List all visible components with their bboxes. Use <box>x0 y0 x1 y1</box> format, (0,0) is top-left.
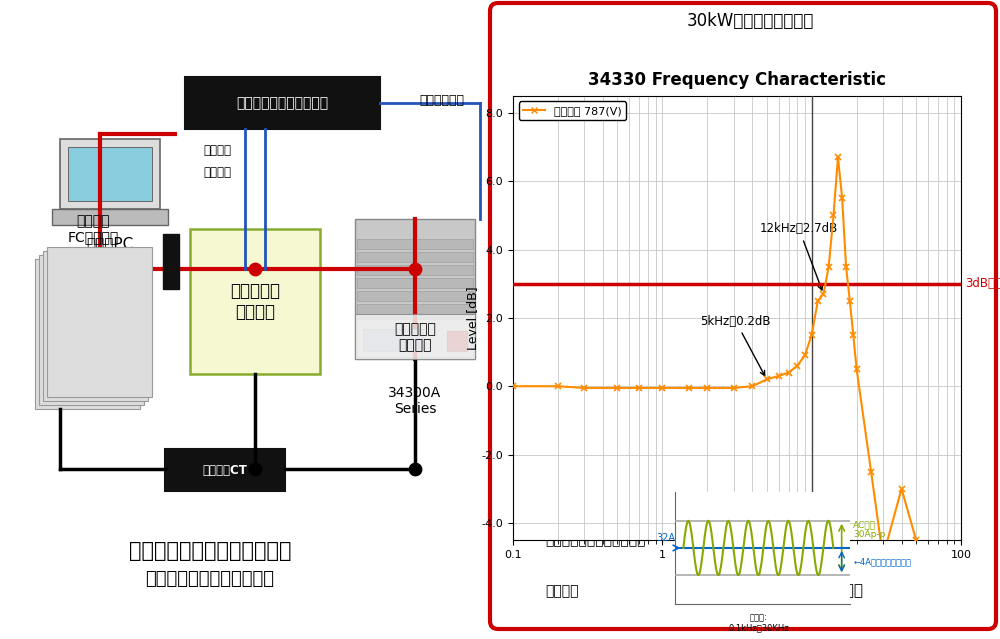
Text: ←4A（バイアス電流）: ←4A（バイアス電流） <box>853 557 911 566</box>
Bar <box>357 291 473 301</box>
Text: 電圧測定: 電圧測定 <box>203 144 231 157</box>
Bar <box>35 259 140 409</box>
Bar <box>357 265 473 275</box>
Bar <box>47 247 152 397</box>
Text: （直流・交流重畳分離型）: （直流・交流重畳分離型） <box>146 570 274 588</box>
Bar <box>68 147 152 201</box>
Y-axis label: Level [dB]: Level [dB] <box>466 286 479 350</box>
Bar <box>52 209 168 225</box>
Text: 交流重畳信号: 交流重畳信号 <box>420 95 464 107</box>
Bar <box>355 219 475 359</box>
Bar <box>357 278 473 288</box>
Text: 試験時の重畳電流: 試験時の重畳電流 <box>790 583 863 599</box>
Text: 3dBライン: 3dBライン <box>965 277 1000 290</box>
Text: 30kWモデル周波数特性: 30kWモデル周波数特性 <box>686 12 814 30</box>
Bar <box>185 77 380 129</box>
Text: 交流重畳用
電子負荷: 交流重畳用 電子負荷 <box>394 322 436 352</box>
Title: 34330 Frequency Characteristic: 34330 Frequency Characteristic <box>588 71 886 89</box>
Bar <box>357 319 473 357</box>
Text: AC成分
30Ap-p: AC成分 30Ap-p <box>853 520 886 539</box>
Point <box>247 264 263 274</box>
X-axis label: Frequency [kHz]: Frequency [kHz] <box>686 566 788 578</box>
Bar <box>355 314 475 359</box>
Bar <box>357 252 473 262</box>
Bar <box>39 255 144 405</box>
Point <box>407 264 423 274</box>
Text: 5kHzで0.2dB: 5kHzで0.2dB <box>700 315 771 376</box>
Bar <box>357 239 473 249</box>
FancyBboxPatch shape <box>490 3 996 629</box>
Text: 電流測定: 電流測定 <box>203 167 231 180</box>
Bar <box>357 304 473 314</box>
Bar <box>60 139 160 209</box>
Bar <box>447 331 467 351</box>
Text: 12kHzで2.7dB: 12kHzで2.7dB <box>760 222 838 290</box>
Text: 32A: 32A <box>656 533 675 543</box>
Text: 試験条件: 試験条件 <box>545 584 578 598</box>
Text: 34300A
Series: 34300A Series <box>388 386 442 416</box>
Text: 燃料電池
FCスタック: 燃料電池 FCスタック <box>68 214 119 244</box>
Legend: 電源電圧 787(V): 電源電圧 787(V) <box>519 102 626 120</box>
Text: インピーダンス測定システム: インピーダンス測定システム <box>129 541 291 561</box>
Bar <box>43 251 148 401</box>
Bar <box>190 229 320 374</box>
Bar <box>357 317 473 327</box>
Point <box>247 464 263 474</box>
Bar <box>163 234 179 289</box>
Bar <box>165 449 285 491</box>
Text: 直流成分用
電子負荷: 直流成分用 電子負荷 <box>230 282 280 321</box>
Text: 電流測定CT: 電流測定CT <box>203 463 247 477</box>
Bar <box>363 329 423 351</box>
Text: 周波数:
0.1kHz～30KHz: 周波数: 0.1kHz～30KHz <box>728 613 789 633</box>
Point <box>407 464 423 474</box>
Text: インピーダンス測定器群: インピーダンス測定器群 <box>236 96 329 110</box>
Text: FCとのケーブル長4m
10sq相当
低インダクタンスケーブル: FCとのケーブル長4m 10sq相当 低インダクタンスケーブル <box>545 501 646 547</box>
Text: 制御用PC: 制御用PC <box>86 236 134 252</box>
